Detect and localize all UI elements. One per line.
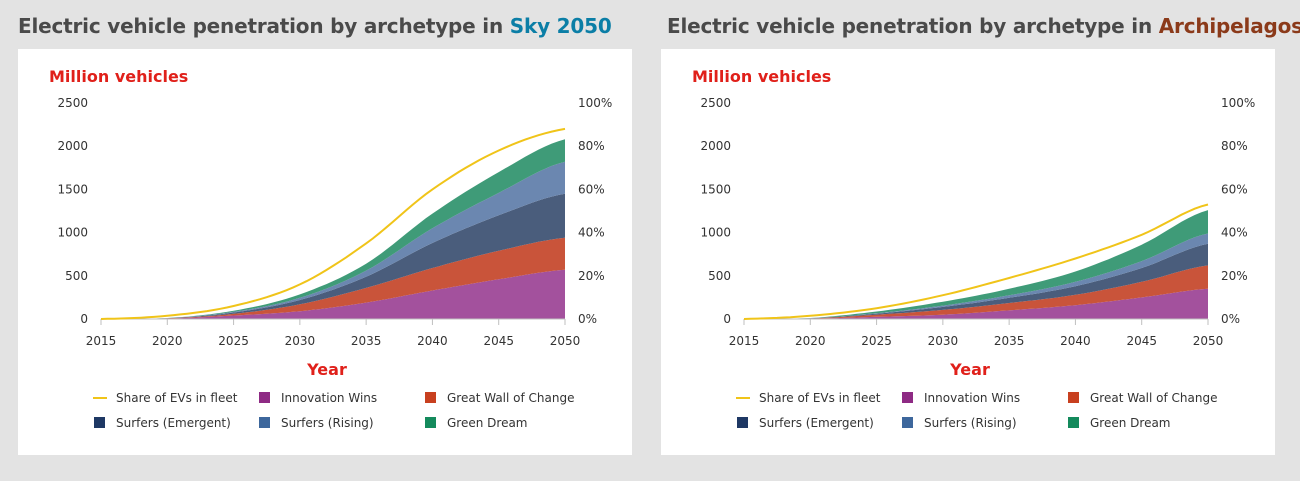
legend-swatch [94, 417, 105, 428]
line-share-of-evs [100, 127, 566, 320]
y2-tick-label: 60% [1221, 182, 1248, 196]
title-highlight: Archipelagos [1158, 14, 1300, 38]
legend-label: Share of EVs in fleet [116, 391, 238, 405]
title-highlight: Sky 2050 [509, 14, 612, 38]
x-tick-label: 2050 [1193, 334, 1224, 348]
y2-tick-label: 100% [578, 96, 612, 110]
legend-swatch [902, 392, 913, 403]
legend-swatch [1068, 417, 1079, 428]
y2-tick-label: 40% [578, 226, 605, 240]
legend-swatch [902, 417, 913, 428]
legend-swatch [737, 417, 748, 428]
legend-label: Great Wall of Change [1090, 391, 1217, 405]
legend-label: Surfers (Emergent) [759, 416, 874, 430]
chart-svg-left: Million vehicles 0 500 1000 1500 2000 2500 0% 20… [49, 67, 612, 430]
legend-label: Green Dream [447, 416, 528, 430]
y2-tick-label: 80% [1221, 139, 1248, 153]
area-innovation-wins [101, 269, 565, 319]
area-surfers-rising [744, 233, 1208, 319]
y-tick-label: 2500 [700, 96, 731, 110]
y-tick-label: 1000 [57, 226, 88, 240]
legend-label: Share of EVs in fleet [759, 391, 881, 405]
y2-tick-label: 20% [1221, 269, 1248, 283]
x-tick-label: 2050 [550, 334, 581, 348]
area-innovation-wins [744, 288, 1208, 319]
title-prefix: Electric vehicle penetration by archetyp… [18, 14, 510, 38]
y-axis-label: Million vehicles [49, 67, 188, 86]
x-tick-label: 2035 [351, 334, 382, 348]
legend-label: Great Wall of Change [447, 391, 574, 405]
y-axis-label: Million vehicles [692, 67, 831, 86]
legend-label: Surfers (Rising) [281, 416, 374, 430]
area-great-wall-of-change [744, 265, 1208, 319]
x-tick-label: 2040 [417, 334, 448, 348]
chart-card-right: Million vehicles 0 500 1000 1500 2000 2500 0% 20… [661, 49, 1275, 455]
legend-swatch [259, 392, 270, 403]
y2-tick-label: 40% [1221, 226, 1248, 240]
area-green-dream [744, 210, 1208, 319]
legend-swatch [425, 392, 436, 403]
y-tick-label: 500 [708, 269, 731, 283]
x-tick-label: 2015 [86, 334, 117, 348]
legend-label: Green Dream [1090, 416, 1171, 430]
y-tick-label: 0 [723, 312, 731, 326]
legend-label: Surfers (Rising) [924, 416, 1017, 430]
x-tick-label: 2025 [861, 334, 892, 348]
area-green-dream [101, 139, 565, 319]
area-surfers-emergent [101, 193, 565, 319]
x-tick-label: 2030 [928, 334, 959, 348]
y2-tick-label: 80% [578, 139, 605, 153]
area-great-wall-of-change [101, 237, 565, 319]
x-tick-label: 2045 [483, 334, 514, 348]
legend-swatch [1068, 392, 1079, 403]
y-tick-label: 1000 [700, 226, 731, 240]
x-tick-label: 2030 [285, 334, 316, 348]
y-tick-label: 2500 [57, 96, 88, 110]
y-tick-label: 2000 [57, 139, 88, 153]
y-tick-label: 500 [65, 269, 88, 283]
y2-tick-label: 0% [1221, 312, 1240, 326]
x-tick-label: 2040 [1060, 334, 1091, 348]
y2-tick-label: 20% [578, 269, 605, 283]
legend-swatch [259, 417, 270, 428]
y-tick-label: 2000 [700, 139, 731, 153]
x-tick-label: 2020 [152, 334, 183, 348]
legend-label: Innovation Wins [281, 391, 377, 405]
y2-tick-label: 60% [578, 182, 605, 196]
x-tick-label: 2025 [218, 334, 249, 348]
chart-svg-right: Million vehicles 0 500 1000 1500 2000 2500 0% 20… [692, 67, 1255, 430]
y2-tick-label: 0% [578, 312, 597, 326]
chart-title-right: Electric vehicle penetration by archetyp… [667, 14, 1300, 38]
title-prefix: Electric vehicle penetration by archetyp… [667, 14, 1159, 38]
x-tick-label: 2045 [1126, 334, 1157, 348]
legend-label: Surfers (Emergent) [116, 416, 231, 430]
x-tick-label: 2015 [729, 334, 760, 348]
y2-tick-label: 100% [1221, 96, 1255, 110]
y-tick-label: 1500 [700, 182, 731, 196]
legend-label: Innovation Wins [924, 391, 1020, 405]
area-surfers-emergent [744, 243, 1208, 319]
y-tick-label: 1500 [57, 182, 88, 196]
chart-card-left: Million vehicles 0 500 1000 1500 2000 2500 0% 20… [18, 49, 632, 455]
chart-title-left: Electric vehicle penetration by archetyp… [18, 14, 612, 38]
x-tick-label: 2020 [795, 334, 826, 348]
x-axis-label: Year [306, 360, 347, 379]
y-tick-label: 0 [80, 312, 88, 326]
line-share-of-evs [743, 203, 1209, 320]
x-tick-label: 2035 [994, 334, 1025, 348]
area-surfers-rising [101, 161, 565, 319]
legend-swatch [425, 417, 436, 428]
x-axis-label: Year [949, 360, 990, 379]
